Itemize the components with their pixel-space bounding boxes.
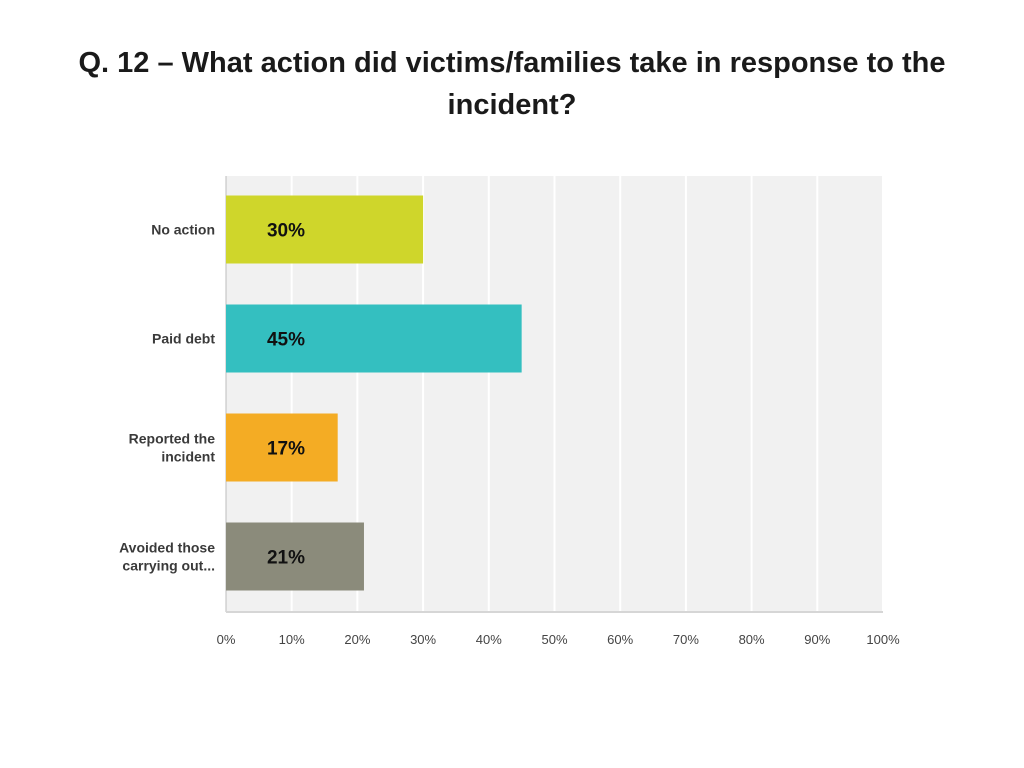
x-tick-label: 60% [607, 632, 633, 647]
category-label: Avoided those [119, 540, 215, 556]
x-tick-label: 40% [476, 632, 502, 647]
bar [226, 522, 364, 591]
category-label: Paid debt [152, 331, 215, 347]
x-tick-label: 100% [866, 632, 900, 647]
category-labels: No action Paid debt Reported the incident Av… [119, 222, 215, 574]
category-label: Reported the [129, 431, 216, 447]
data-label: 17% [267, 439, 305, 460]
x-tick-label: 80% [739, 632, 765, 647]
x-tick-label: 0% [217, 632, 236, 647]
bar [226, 413, 338, 482]
bar [226, 304, 522, 373]
x-tick-label: 90% [804, 632, 830, 647]
data-label: 30% [267, 221, 305, 242]
data-label: 21% [267, 548, 305, 569]
x-tick-label: 70% [673, 632, 699, 647]
x-tick-label: 30% [410, 632, 436, 647]
data-labels: 30% 45% 17% 21% [267, 221, 305, 569]
category-label: carrying out... [122, 558, 215, 574]
bar [226, 195, 424, 264]
slide-title: Q. 12 – What action did victims/families… [78, 47, 946, 121]
bars [226, 195, 522, 591]
x-tick-label: 20% [344, 632, 370, 647]
x-tick-label: 50% [541, 632, 567, 647]
x-tick-label: 10% [279, 632, 305, 647]
category-label: No action [151, 222, 215, 238]
data-label: 45% [267, 330, 305, 351]
category-label: incident [161, 449, 215, 465]
x-tick-labels: 0% 10% 20% 30% 40% 50% 60% 70% 80% 90% 100% [217, 632, 900, 647]
